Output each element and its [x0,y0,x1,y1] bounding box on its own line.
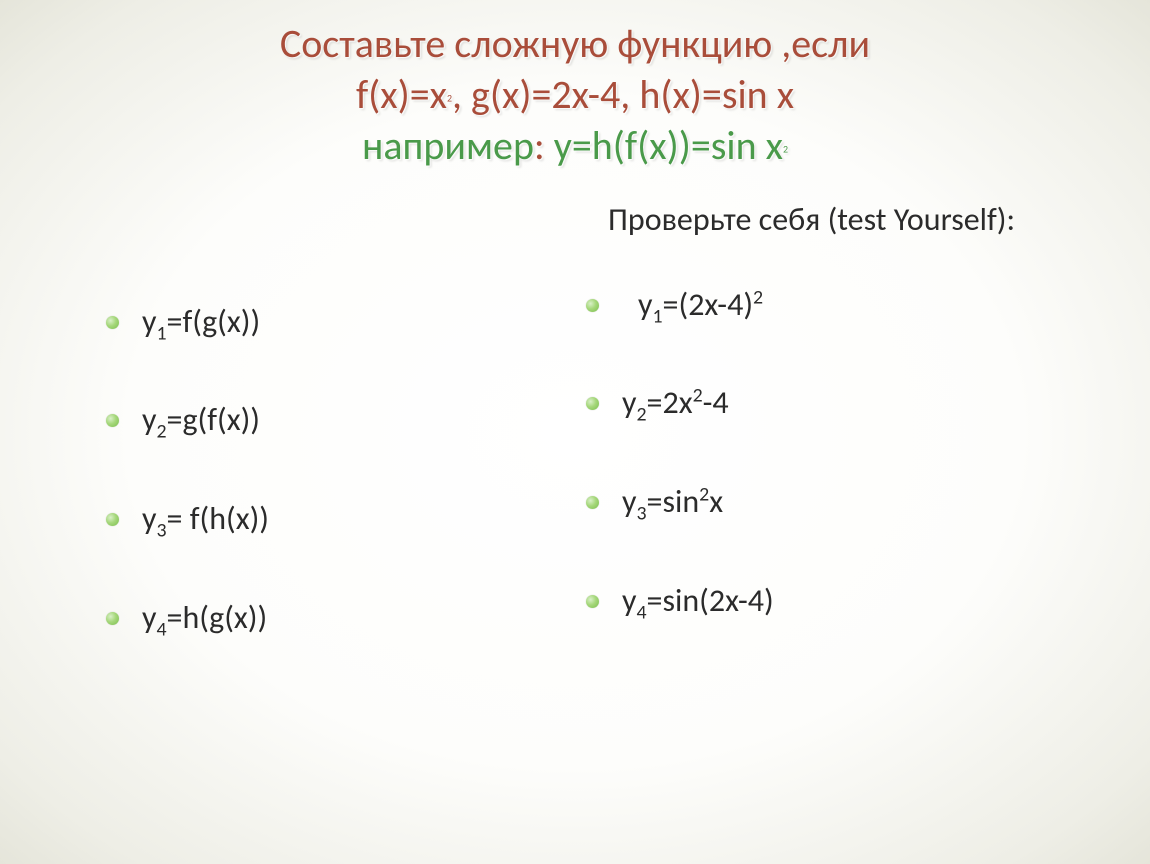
title-block: Составьте сложную функцию ,если f(x)=x2,… [0,0,1150,172]
expr-post: =g(f(x)) [167,400,260,439]
list-item: y3=sin2x [580,484,1090,521]
expr-pre: y [622,581,636,620]
expr-sub: 2 [156,420,166,444]
expr-mid: =sin [647,482,700,521]
expr-pre: y [638,285,652,324]
list-item: y1=(2x-4)2 [580,287,1090,324]
right-list: y1=(2x-4)2 y2=2x2-4 y3=sin2x y4=sin(2x-4… [580,287,1090,620]
expr-sub: 2 [636,403,646,427]
list-item: y4=sin(2x-4) [580,583,1090,620]
expr-pre: y [622,482,636,521]
list-item: y3= f(h(x)) [100,501,520,538]
expr-sup: 2 [693,384,703,408]
right-column: Проверьте себя (test Yourself): y1=(2x-4… [580,200,1090,699]
expr-pre: y [142,598,156,637]
expr-post: =sin(2x-4) [647,581,774,620]
expr-sub: 4 [156,617,166,641]
title-text-2b: , g(x)=2x-4, h(x)=sin x [452,70,794,119]
expr-mid: =2x [647,383,693,422]
content-columns: y1=f(g(x)) y2=g(f(x)) y3= f(h(x)) y4=h(g… [0,172,1150,699]
expr-post: -4 [703,383,729,422]
title-text-3: y=h(f(x))=sin x [545,121,783,170]
title-colon: : [534,121,545,170]
expr-pre: y [622,383,636,422]
slide: Составьте сложную функцию ,если f(x)=x2,… [0,0,1150,864]
list-item: y2=2x2-4 [580,385,1090,422]
expr-pre: y [142,400,156,439]
expr-post: =h(g(x)) [167,598,268,637]
expr-mid: =(2x-4) [663,285,753,324]
title-text-1: Составьте сложную функцию ,если [280,19,870,68]
list-item: y1=f(g(x)) [100,304,520,341]
expr-sub: 3 [636,502,646,526]
title-line-2: f(x)=x2, g(x)=2x-4, h(x)=sin x [0,69,1150,120]
expr-pre: y [142,302,156,341]
list-item: y4=h(g(x)) [100,600,520,637]
left-list: y1=f(g(x)) y2=g(f(x)) y3= f(h(x)) y4=h(g… [100,304,520,637]
title-text-2a: f(x)=x [356,70,447,119]
expr-sub: 1 [652,304,662,328]
check-heading: Проверьте себя (test Yourself): [580,200,1090,239]
list-item: y2=g(f(x)) [100,402,520,439]
expr-sub: 4 [636,600,646,624]
expr-post: x [709,482,723,521]
expr-post: =f(g(x)) [167,302,261,341]
expr-sub: 1 [156,321,166,345]
expr-sup: 2 [699,483,709,507]
expr-pre: y [142,499,156,538]
expr-sup: 2 [753,285,763,309]
title-sup-3: 2 [783,144,788,156]
title-example-word: например [362,121,534,170]
expr-sub: 3 [156,519,166,543]
expr-post: = f(h(x)) [167,499,269,538]
title-line-1: Составьте сложную функцию ,если [0,18,1150,69]
title-line-3: например: y=h(f(x))=sin x2 [0,120,1150,171]
left-column: y1=f(g(x)) y2=g(f(x)) y3= f(h(x)) y4=h(g… [100,200,520,699]
